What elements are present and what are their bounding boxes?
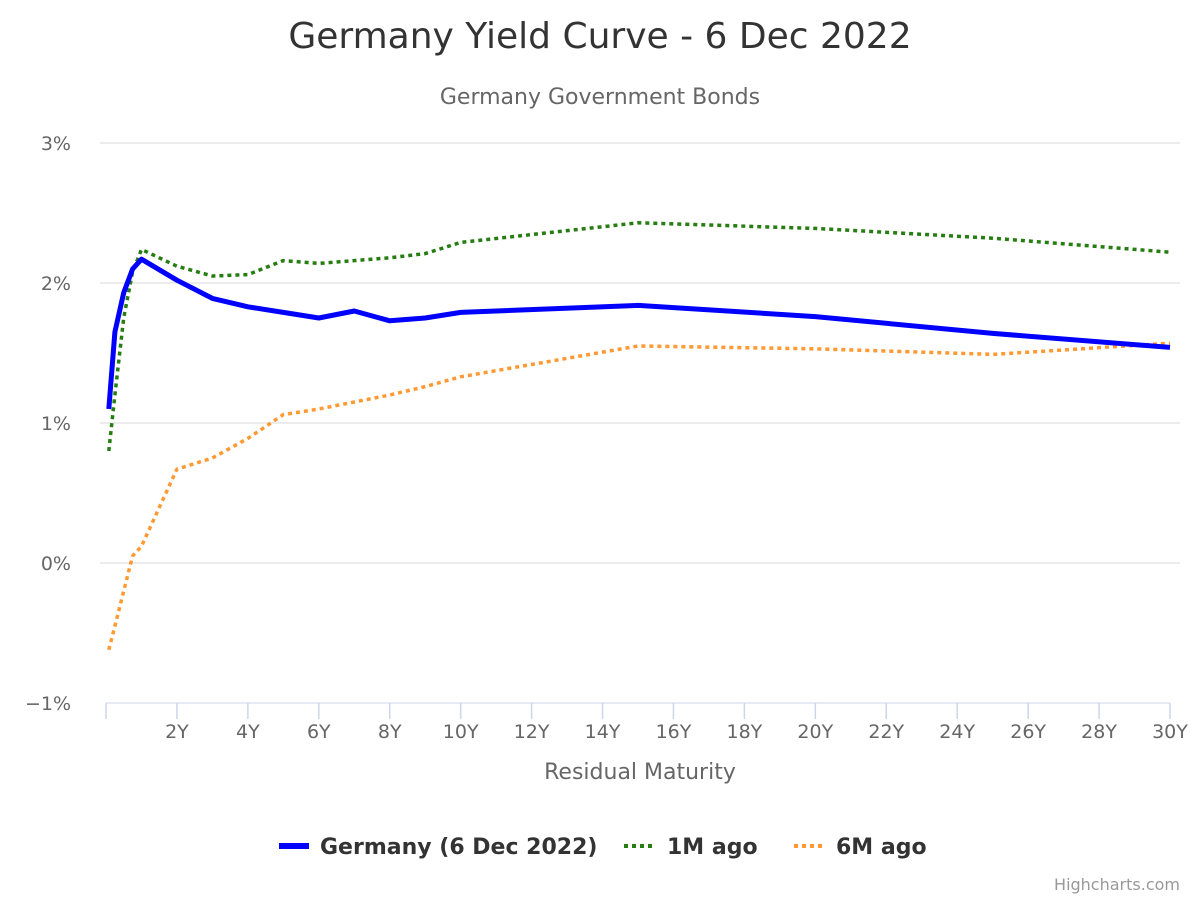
x-tick-label: 26Y (1010, 721, 1046, 743)
legend-label-germany: Germany (6 Dec 2022) (320, 835, 597, 860)
x-tick-label: 6Y (307, 721, 331, 743)
credits-link[interactable]: Highcharts.com (1054, 875, 1180, 894)
x-tick-label: 30Y (1152, 721, 1188, 743)
x-tick-label: 16Y (656, 721, 692, 743)
x-tick-label: 12Y (514, 721, 550, 743)
y-gridlines (100, 142, 1180, 564)
legend-label-6m-ago: 6M ago (836, 835, 927, 860)
x-tick-label: 8Y (378, 721, 402, 743)
x-axis-title: Residual Maturity (544, 760, 736, 785)
x-tick-label: 22Y (868, 721, 904, 743)
x-tick-label: 20Y (797, 721, 833, 743)
x-axis-labels: 2Y 4Y 6Y 8Y 10Y 12Y 14Y 16Y 18Y 20Y 22Y 24Y 26Y 28Y 30… (165, 721, 1188, 743)
x-tick-label: 14Y (585, 721, 621, 743)
legend-item-6m-ago[interactable]: 6M ago (794, 835, 927, 860)
x-tick-label: 28Y (1081, 721, 1117, 743)
chart-title: Germany Yield Curve - 6 Dec 2022 (288, 16, 911, 57)
series-lines (106, 221, 1171, 651)
x-tick-label: 18Y (727, 721, 763, 743)
x-tick-label: 2Y (165, 721, 189, 743)
series-line-6m-ago (107, 341, 1171, 651)
y-tick-label: −1% (25, 693, 71, 715)
legend-label-1m-ago: 1M ago (667, 835, 758, 860)
series-line-germany-6-dec-2022 (106, 256, 1171, 410)
chart-subtitle: Germany Government Bonds (440, 85, 760, 110)
x-axis-ticks (105, 703, 1171, 719)
legend: Germany (6 Dec 2022) 1M ago 6M ago (279, 835, 927, 860)
x-tick-label: 24Y (939, 721, 975, 743)
legend-item-germany[interactable]: Germany (6 Dec 2022) (279, 835, 597, 860)
y-tick-label: 1% (41, 413, 71, 435)
legend-item-1m-ago[interactable]: 1M ago (624, 835, 758, 860)
y-tick-label: 3% (41, 133, 71, 155)
x-tick-label: 10Y (443, 721, 479, 743)
x-tick-label: 4Y (236, 721, 260, 743)
y-tick-label: 0% (41, 553, 71, 575)
y-tick-label: 2% (41, 273, 71, 295)
y-axis-labels: 3% 2% 1% 0% −1% (25, 133, 71, 715)
